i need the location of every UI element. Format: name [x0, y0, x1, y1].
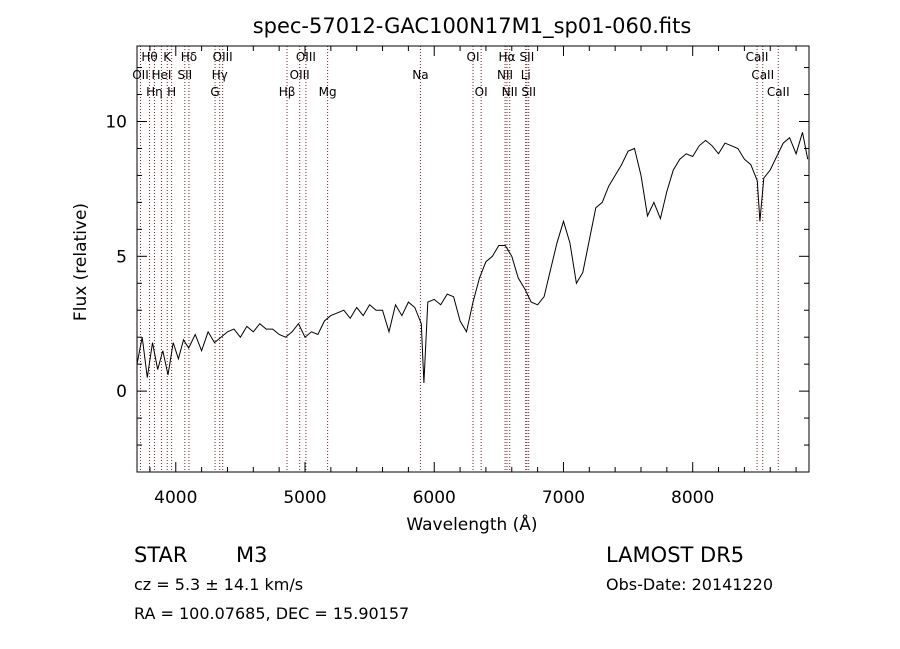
plot-frame — [136, 45, 810, 473]
chart-title: spec-57012-GAC100N17M1_sp01-060.fits — [253, 14, 692, 39]
x-tick-label: 5000 — [283, 488, 326, 508]
y-axis-label: Flux (relative) — [71, 203, 91, 321]
line-label-7: SII — [177, 68, 192, 82]
line-label-16: OI — [467, 50, 480, 64]
line-label-18: Hα — [499, 50, 516, 64]
x-axis-ticks: 4000 5000 6000 7000 8000 — [149, 46, 797, 508]
line-label-2: Hη — [146, 85, 163, 99]
y-tick-label: 0 — [116, 382, 127, 402]
line-label-1: Hθ — [141, 50, 157, 64]
x-tick-label: 7000 — [542, 488, 585, 508]
spectral-line-markers — [139, 46, 779, 472]
line-label-25: CaII — [751, 68, 774, 82]
coordinates: RA = 100.07685, DEC = 15.90157 — [134, 604, 409, 623]
y-tick-label: 5 — [116, 247, 127, 267]
line-label-4: K — [163, 50, 172, 64]
line-label-13: OIII — [290, 68, 310, 82]
spectrum-series-line — [136, 132, 809, 384]
line-label-3: HeI — [151, 68, 171, 82]
line-label-0: OII — [132, 68, 149, 82]
line-label-17: OI — [475, 85, 488, 99]
object-class: STAR — [134, 543, 187, 567]
y-axis-ticks: 0 5 10 — [105, 67, 809, 446]
line-label-6: Hδ — [181, 50, 197, 64]
line-label-9: Hγ — [212, 68, 228, 82]
line-label-15: Na — [412, 68, 428, 82]
line-label-5: H — [167, 85, 176, 99]
line-label-26: CaII — [767, 85, 790, 99]
line-label-11: Hβ — [279, 85, 296, 99]
spectral-line-labels: OII Hθ Hη HeI K H Hδ SII OIII Hγ G Hβ OIII OIII Mg Na OI… — [132, 50, 789, 99]
object-subclass: M3 — [236, 543, 267, 567]
observation-date: Obs-Date: 20141220 — [606, 575, 773, 594]
line-label-22: Li — [521, 68, 531, 82]
x-axis-label: Wavelength (Å) — [406, 513, 537, 535]
line-label-12: OIII — [296, 50, 316, 64]
x-tick-label: 8000 — [671, 488, 714, 508]
line-label-19: NII — [497, 68, 513, 82]
redshift-velocity: cz = 5.3 ± 14.1 km/s — [134, 575, 303, 594]
line-label-24: CaII — [746, 50, 769, 64]
line-label-20: NII — [502, 85, 518, 99]
line-label-21: SII — [520, 50, 535, 64]
x-tick-label: 4000 — [154, 488, 197, 508]
line-label-10: G — [210, 85, 219, 99]
line-label-14: Mg — [319, 85, 337, 99]
survey-name: LAMOST DR5 — [606, 543, 744, 567]
line-label-8: OIII — [213, 50, 233, 64]
line-label-23: SII — [521, 85, 536, 99]
x-tick-label: 6000 — [413, 488, 456, 508]
y-tick-label: 10 — [105, 112, 127, 132]
